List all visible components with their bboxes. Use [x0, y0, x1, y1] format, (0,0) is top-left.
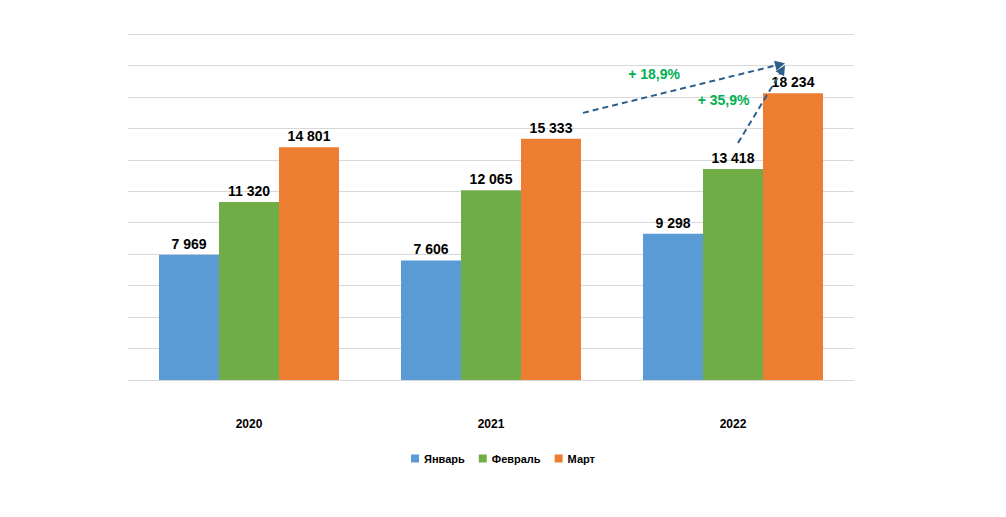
svg-text:Февраль: Февраль — [492, 453, 541, 465]
svg-text:9 298: 9 298 — [655, 215, 690, 231]
svg-text:7 969: 7 969 — [171, 236, 206, 252]
svg-text:+ 18,9%: + 18,9% — [628, 66, 680, 82]
svg-text:15 333: 15 333 — [530, 120, 573, 136]
svg-text:2022: 2022 — [720, 417, 747, 431]
svg-text:2021: 2021 — [478, 417, 505, 431]
svg-text:12 065: 12 065 — [470, 171, 513, 187]
svg-text:11 320: 11 320 — [228, 183, 270, 199]
svg-text:18 234: 18 234 — [772, 74, 815, 90]
svg-text:+ 35,9%: + 35,9% — [698, 92, 750, 108]
svg-text:2020: 2020 — [236, 417, 263, 431]
svg-text:14 801: 14 801 — [288, 128, 331, 144]
svg-text:Январь: Январь — [424, 453, 465, 465]
svg-text:13 418: 13 418 — [712, 150, 755, 166]
svg-text:7 606: 7 606 — [413, 241, 448, 257]
svg-text:Март: Март — [568, 453, 596, 465]
